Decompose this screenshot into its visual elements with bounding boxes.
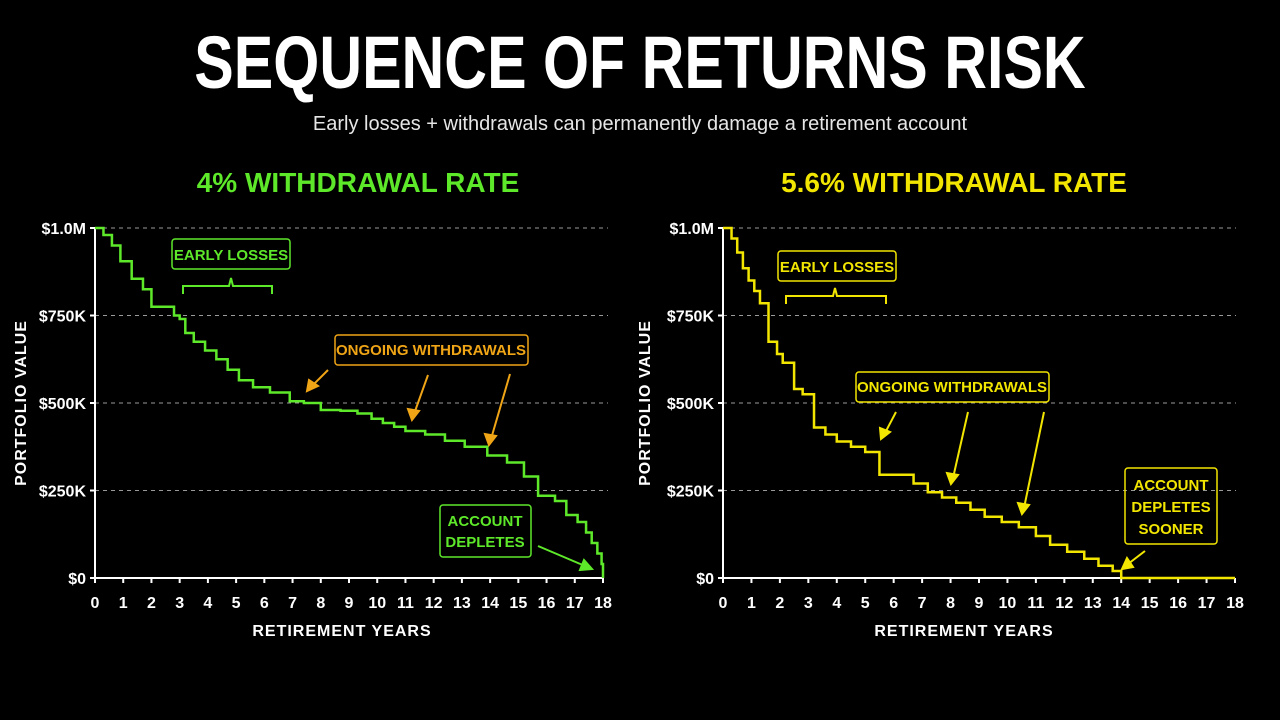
chart-4pct-brace	[182, 277, 273, 294]
chart-4pct-x-tick-label: 16	[538, 595, 556, 612]
chart-5-6pct-y-ticks: $0 $250K $500K $750K $1.0M	[667, 221, 723, 588]
chart-4pct-x-tick-label: 0	[91, 595, 100, 612]
chart-5-6pct-x-tick-label: 18	[1226, 595, 1244, 612]
chart-5-6pct-early-losses-annotation: EARLY LOSSES	[777, 250, 897, 304]
chart-4pct-y-tick-label: $0	[68, 571, 86, 588]
chart-5-6pct-y-tick-label: $1.0M	[670, 221, 714, 238]
chart-4pct-depletes-line1: ACCOUNT	[448, 513, 523, 530]
chart-5-6pct-x-tick-label: 15	[1141, 595, 1159, 612]
chart-5-6pct-x-tick-label: 7	[918, 595, 927, 612]
chart-5-6pct-series-line	[723, 226, 1235, 580]
chart-4pct-xlabel: RETIREMENT YEARS	[252, 623, 431, 640]
chart-5-6pct-arrow-1	[884, 411, 897, 434]
page-title: SEQUENCE OF RETURNS RISK	[194, 21, 1086, 104]
chart-4pct-depletes-arrow	[537, 545, 586, 567]
chart-5-6pct-depletes-arrow	[1127, 550, 1146, 565]
chart-4pct-x-tick-label: 5	[232, 595, 241, 612]
chart-4pct-x-tick-label: 7	[288, 595, 297, 612]
chart-5-6pct-x-tick-label: 13	[1084, 595, 1102, 612]
chart-5-6pct-y-tick-label: $750K	[667, 309, 715, 326]
chart-5-6pct-x-tick-label: 4	[832, 595, 841, 612]
chart-4pct-ylabel: PORTFOLIO VALUE	[13, 320, 30, 486]
chart-5-6pct-x-tick-label: 10	[999, 595, 1017, 612]
chart-4pct-x-ticks: 0 1 2 3 4 5 6 7 8 9 10 11 12 13 14 15 16 17 18	[91, 578, 612, 612]
chart-5-6pct-title: 5.6% WITHDRAWAL RATE	[781, 167, 1127, 198]
chart-5-6pct-y-tick-label: $500K	[667, 396, 715, 413]
chart-5-6pct-x-tick-label: 1	[747, 595, 756, 612]
chart-5-6pct-x-tick-label: 17	[1198, 595, 1216, 612]
chart-4pct-x-tick-label: 14	[481, 595, 499, 612]
chart-5-6pct-depletes-line1: ACCOUNT	[1134, 477, 1209, 494]
chart-4pct-depletes-annotation: ACCOUNT DEPLETES	[439, 504, 595, 572]
chart-4pct-x-tick-label: 15	[509, 595, 527, 612]
chart-5-6pct-x-tick-label: 11	[1027, 595, 1044, 612]
chart-5-6pct-x-tick-label: 2	[775, 595, 784, 612]
chart-5-6pct-ongoing-annotation: ONGOING WITHDRAWALS	[855, 371, 1050, 517]
chart-4pct-ongoing-label: ONGOING WITHDRAWALS	[336, 342, 526, 359]
chart-4pct-y-ticks: $0 $250K $500K $750K $1.0M	[39, 221, 95, 588]
chart-4pct: 4% WITHDRAWAL RATE $0 $250K $500K $750K $1.0…	[13, 167, 612, 640]
chart-4pct-x-tick-label: 11	[397, 595, 414, 612]
chart-5-6pct: 5.6% WITHDRAWAL RATE $0 $250K $500K $750K $1…	[637, 167, 1244, 640]
chart-4pct-grid	[95, 227, 608, 491]
chart-4pct-y-tick-label: $250K	[39, 484, 87, 501]
chart-4pct-y-tick-label: $500K	[39, 396, 87, 413]
chart-4pct-x-tick-label: 9	[345, 595, 354, 612]
chart-5-6pct-x-tick-label: 12	[1055, 595, 1073, 612]
chart-5-6pct-early-losses-label: EARLY LOSSES	[780, 259, 894, 276]
chart-4pct-x-tick-label: 18	[594, 595, 612, 612]
chart-5-6pct-y-tick-label: $250K	[667, 484, 715, 501]
chart-5-6pct-depletes-annotation: ACCOUNT DEPLETES SOONER	[1120, 467, 1218, 571]
chart-5-6pct-x-tick-label: 9	[975, 595, 984, 612]
chart-4pct-ongoing-annotation: ONGOING WITHDRAWALS	[305, 334, 529, 448]
chart-5-6pct-ylabel: PORTFOLIO VALUE	[637, 320, 654, 486]
chart-4pct-depletes-line2: DEPLETES	[445, 534, 524, 551]
chart-4pct-y-tick-label: $750K	[39, 309, 87, 326]
chart-5-6pct-xlabel: RETIREMENT YEARS	[874, 623, 1053, 640]
chart-4pct-arrow-3	[490, 373, 511, 440]
chart-5-6pct-depletes-line2: DEPLETES	[1131, 499, 1210, 516]
chart-4pct-x-tick-label: 1	[119, 595, 128, 612]
chart-5-6pct-x-tick-label: 14	[1112, 595, 1130, 612]
chart-5-6pct-x-tick-label: 16	[1169, 595, 1187, 612]
chart-5-6pct-brace	[785, 287, 887, 304]
chart-4pct-x-tick-label: 4	[203, 595, 212, 612]
chart-4pct-x-tick-label: 8	[316, 595, 325, 612]
chart-4pct-x-tick-label: 17	[566, 595, 584, 612]
chart-4pct-early-losses-label: EARLY LOSSES	[174, 247, 288, 264]
chart-5-6pct-x-tick-label: 0	[719, 595, 728, 612]
chart-4pct-title: 4% WITHDRAWAL RATE	[197, 167, 520, 198]
chart-5-6pct-arrow-3	[1023, 411, 1045, 509]
chart-5-6pct-grid	[723, 227, 1236, 491]
chart-4pct-x-tick-label: 2	[147, 595, 156, 612]
chart-5-6pct-x-tick-label: 8	[946, 595, 955, 612]
chart-4pct-x-tick-label: 12	[425, 595, 443, 612]
chart-5-6pct-x-ticks: 0 1 2 3 4 5 6 7 8 9 10 11 12 13 14 15 16 17 18	[719, 578, 1244, 612]
chart-4pct-early-losses-annotation: EARLY LOSSES	[171, 238, 291, 294]
chart-5-6pct-x-tick-label: 6	[889, 595, 898, 612]
chart-4pct-x-tick-label: 13	[453, 595, 471, 612]
chart-5-6pct-x-tick-label: 3	[804, 595, 813, 612]
page-subtitle: Early losses + withdrawals can permanent…	[312, 113, 968, 135]
chart-4pct-x-tick-label: 3	[175, 595, 184, 612]
chart-4pct-x-tick-label: 10	[368, 595, 386, 612]
chart-5-6pct-y-tick-label: $0	[696, 571, 714, 588]
chart-5-6pct-depletes-line3: SOONER	[1138, 521, 1203, 538]
chart-5-6pct-arrow-2	[952, 411, 969, 479]
chart-4pct-series-line	[95, 226, 605, 578]
chart-4pct-y-tick-label: $1.0M	[42, 221, 86, 238]
chart-4pct-arrow-2	[413, 374, 429, 415]
chart-4pct-x-tick-label: 6	[260, 595, 269, 612]
chart-5-6pct-x-tick-label: 5	[861, 595, 870, 612]
chart-5-6pct-ongoing-label: ONGOING WITHDRAWALS	[857, 379, 1047, 396]
